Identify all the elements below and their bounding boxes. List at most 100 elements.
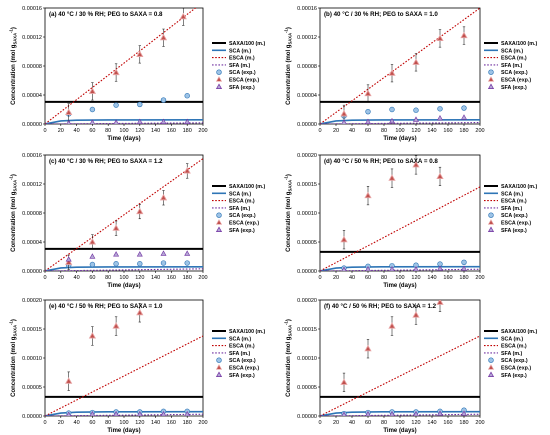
- y-tick-label: 0.00010: [297, 211, 317, 217]
- x-tick-label: 160: [443, 128, 452, 134]
- series-line-sfa-m-: [45, 268, 203, 271]
- sfa-exp-point: [66, 120, 71, 124]
- y-axis-label-end: ): [11, 27, 17, 29]
- y-tick-label: 0.00008: [22, 64, 42, 70]
- x-tick-label: 160: [167, 420, 176, 426]
- legend-label: ESCA (exp.): [229, 366, 259, 372]
- sca-exp-point: [137, 261, 143, 267]
- y-tick-label: 0.00015: [297, 182, 317, 188]
- legend-label: SFA (m.): [501, 63, 523, 69]
- sca-exp-point: [389, 106, 395, 113]
- y-axis-label: Concentration (mol gSAXA-1): [9, 27, 18, 105]
- legend-label: SFA (m.): [229, 206, 251, 212]
- legend-label: ESCA (m.): [501, 344, 527, 350]
- legend-label: SAXA/100 (m.): [229, 184, 265, 190]
- x-tick-label: 100: [395, 420, 404, 426]
- sfa-exp-point: [413, 266, 419, 271]
- sca-exp-point: [89, 261, 96, 268]
- y-tick-label: 0.00000: [22, 269, 42, 275]
- legend-label: SCA (m.): [501, 191, 523, 197]
- esca-exp-point: [65, 377, 73, 384]
- x-tick-label: 40: [349, 128, 355, 134]
- y-tick-label: 0.00015: [297, 327, 317, 333]
- y-tick-label: 0.00012: [297, 35, 317, 41]
- esca-exp-point: [112, 68, 120, 76]
- x-tick-label: 60: [89, 128, 95, 134]
- legend-label: SAXA/100 (m.): [229, 329, 265, 335]
- x-tick-label: 180: [183, 420, 192, 426]
- sfa-exp-point: [389, 266, 395, 271]
- y-tick-label: 0.00000: [297, 122, 317, 128]
- y-axis-label-sub: SAXA: [13, 33, 18, 45]
- series-line-sfa-m-: [320, 268, 480, 271]
- legend-marker-esca: [487, 364, 495, 370]
- legend-label: SFA (exp.): [501, 85, 527, 91]
- esca-exp-point: [412, 160, 420, 168]
- legend-marker-sfa: [215, 226, 223, 232]
- sfa-exp-point: [113, 411, 119, 416]
- y-axis-label-sub: SAXA: [288, 33, 293, 45]
- sfa-exp-point: [89, 411, 96, 416]
- sca-exp-point: [160, 97, 167, 103]
- y-tick-label: 0.00020: [297, 153, 317, 159]
- sfa-exp-point: [437, 265, 443, 271]
- y-tick-label: 0.00016: [22, 153, 42, 159]
- y-tick-label: 0.00010: [297, 356, 317, 362]
- x-tick-label: 200: [198, 420, 207, 426]
- sca-exp-point: [184, 93, 190, 99]
- x-tick-label: 80: [105, 275, 111, 281]
- y-axis-label-main: Concentration (mol g: [286, 44, 292, 105]
- legend-marker-esca: [487, 76, 495, 82]
- y-tick-label: 0.00000: [297, 269, 317, 275]
- legend-label: SFA (m.): [229, 351, 251, 357]
- sca-exp-point: [113, 102, 119, 108]
- plot-data: [45, 8, 203, 124]
- plot-data: [320, 8, 480, 124]
- x-tick-label: 100: [119, 128, 128, 134]
- legend-label: SCA (m.): [229, 48, 251, 54]
- legend-marker-sca: [216, 212, 222, 218]
- sca-exp-point: [413, 107, 419, 113]
- y-axis-label-main: Concentration (mol g: [11, 44, 17, 105]
- esca-exp-point: [88, 332, 97, 339]
- sca-exp-point: [160, 260, 167, 266]
- y-tick-label: 0.00016: [22, 6, 42, 12]
- legend-label: ESCA (exp.): [501, 221, 531, 227]
- sca-exp-point: [89, 106, 96, 113]
- x-tick-label: 140: [151, 128, 160, 134]
- y-tick-label: 0.00020: [22, 298, 42, 304]
- sfa-exp-point: [413, 411, 419, 416]
- plot-area: [44, 299, 204, 417]
- x-axis-label: Time (days): [383, 283, 416, 289]
- panel-title: (b) 40 °C / 30 % RH; PEG to SAXA = 1.0: [324, 11, 438, 18]
- x-tick-label: 40: [349, 420, 355, 426]
- y-axis-label-end: ): [11, 319, 17, 321]
- plot-data: [320, 155, 480, 271]
- x-tick-label: 20: [58, 275, 64, 281]
- x-tick-label: 80: [105, 128, 111, 134]
- legend-label: SCA (exp.): [229, 358, 256, 364]
- esca-exp-point: [436, 172, 444, 180]
- esca-exp-point: [364, 191, 372, 199]
- legend-marker-esca: [215, 219, 223, 225]
- plot-data: [45, 158, 203, 271]
- sfa-exp-point: [461, 114, 467, 120]
- x-tick-label: 200: [475, 275, 484, 281]
- y-axis-label-main: Concentration (mol g: [286, 336, 292, 397]
- series-line-sfa-m-: [320, 413, 480, 416]
- esca-exp-point: [340, 109, 348, 117]
- legend-label: ESCA (exp.): [229, 78, 259, 84]
- x-axis-label: Time (days): [383, 136, 416, 142]
- x-tick-label: 180: [183, 275, 192, 281]
- legend-marker-sfa: [487, 226, 495, 232]
- x-tick-label: 200: [475, 128, 484, 134]
- chart-panel-d: 0.00000 0.00005 0.00010 0.00015 0.00020 0 20 40…: [284, 153, 538, 289]
- sfa-exp-point: [365, 118, 371, 124]
- sfa-exp-point: [437, 410, 443, 416]
- x-tick-label: 200: [198, 128, 207, 134]
- y-tick-label: 0.00020: [297, 298, 317, 304]
- series-line-esca-m-: [45, 335, 203, 416]
- x-tick-label: 80: [381, 275, 387, 281]
- x-tick-label: 120: [135, 275, 144, 281]
- series-line-sfa-m-: [320, 122, 480, 124]
